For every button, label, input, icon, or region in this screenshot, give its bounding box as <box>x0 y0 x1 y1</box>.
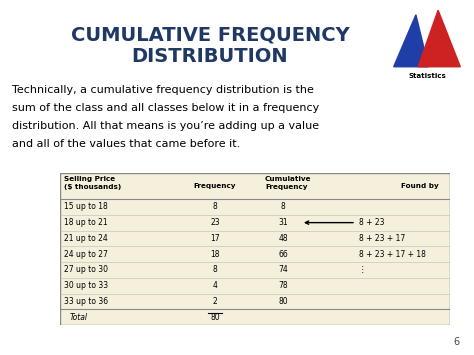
Text: 8: 8 <box>213 202 218 211</box>
Polygon shape <box>394 15 428 67</box>
Text: 30 up to 33: 30 up to 33 <box>64 281 108 290</box>
Text: 80: 80 <box>278 297 288 306</box>
Text: 4: 4 <box>212 281 218 290</box>
Text: Frequency: Frequency <box>194 183 236 189</box>
Text: sum of the class and all classes below it in a frequency: sum of the class and all classes below i… <box>12 103 319 113</box>
Text: 6: 6 <box>454 337 460 347</box>
Text: 24 up to 27: 24 up to 27 <box>64 250 108 259</box>
Text: CUMULATIVE FREQUENCY: CUMULATIVE FREQUENCY <box>71 26 349 44</box>
Text: 21 up to 24: 21 up to 24 <box>64 234 108 243</box>
Text: 31: 31 <box>278 218 288 227</box>
Text: 74: 74 <box>278 266 288 274</box>
Text: 48: 48 <box>278 234 288 243</box>
Text: 2: 2 <box>213 297 218 306</box>
Text: 15 up to 18: 15 up to 18 <box>64 202 108 211</box>
Text: 23: 23 <box>210 218 220 227</box>
Text: 18: 18 <box>210 250 220 259</box>
Text: 27 up to 30: 27 up to 30 <box>64 266 108 274</box>
Text: 18 up to 21: 18 up to 21 <box>64 218 108 227</box>
Text: Cumulative: Cumulative <box>265 176 311 182</box>
Text: Technically, a cumulative frequency distribution is the: Technically, a cumulative frequency dist… <box>12 85 314 95</box>
Text: distribution. All that means is you’re adding up a value: distribution. All that means is you’re a… <box>12 121 319 131</box>
Text: 17: 17 <box>210 234 220 243</box>
Text: 8 + 23 + 17: 8 + 23 + 17 <box>359 234 405 243</box>
Text: Selling Price: Selling Price <box>64 176 115 182</box>
Text: Statistics: Statistics <box>408 73 446 79</box>
Text: 8 + 23 + 17 + 18: 8 + 23 + 17 + 18 <box>359 250 426 259</box>
Text: 8: 8 <box>213 266 218 274</box>
Text: 78: 78 <box>278 281 288 290</box>
Text: Total: Total <box>70 313 88 322</box>
Text: Found by: Found by <box>401 183 439 189</box>
Text: 8: 8 <box>281 202 285 211</box>
Text: 80: 80 <box>210 313 220 322</box>
Text: 8 + 23: 8 + 23 <box>359 218 384 227</box>
Text: ($ thousands): ($ thousands) <box>64 184 121 190</box>
Text: ⋮: ⋮ <box>359 266 366 274</box>
Text: 66: 66 <box>278 250 288 259</box>
Text: Frequency: Frequency <box>265 184 308 190</box>
Text: DISTRIBUTION: DISTRIBUTION <box>132 48 288 66</box>
Text: 33 up to 36: 33 up to 36 <box>64 297 108 306</box>
Polygon shape <box>418 10 460 67</box>
Text: and all of the values that came before it.: and all of the values that came before i… <box>12 139 240 149</box>
